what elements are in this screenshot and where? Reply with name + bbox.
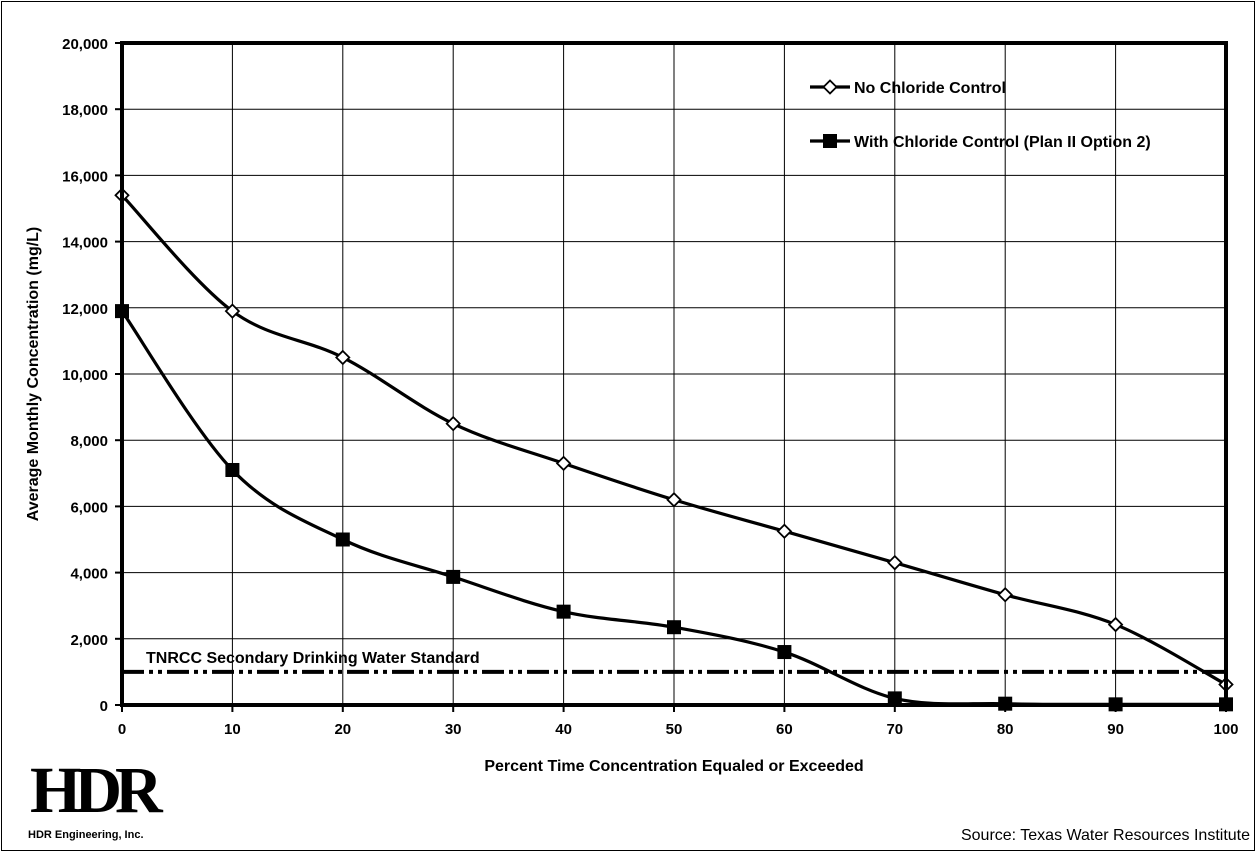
legend-item: With Chloride Control (Plan II Option 2) [810,134,1151,151]
hdr-logo: HDR [30,754,171,827]
data-point [1107,616,1124,633]
data-point [777,645,792,660]
company-name: HDR Engineering, Inc. [28,829,144,841]
x-tick-label: 20 [334,721,351,738]
x-tick-label: 10 [224,721,241,738]
x-tick-label: 70 [886,721,903,738]
source-note: Source: Texas Water Resources Institute [961,827,1250,844]
data-point [997,587,1013,603]
data-point [667,620,681,635]
legend: No Chloride Control With Chloride Control… [810,79,1151,151]
data-point [887,691,902,706]
y-tick-label: 6,000 [70,499,108,516]
y-tick-label: 8,000 [70,433,108,450]
legend-label: No Chloride Control [854,80,1006,97]
series-group [114,187,1234,693]
hdr-logo-mark: HDR [30,754,164,827]
data-point [335,349,351,366]
x-tick-label: 30 [445,721,462,738]
reference-line-label: TNRCC Secondary Drinking Water Standard [146,650,480,667]
y-tick-label: 16,000 [62,168,108,185]
x-tick-label: 90 [1107,721,1124,738]
x-axis-ticks: 0 10 20 30 40 50 60 70 80 90 100 [118,705,1239,738]
x-tick-label: 50 [666,721,683,738]
y-tick-label: 14,000 [62,235,108,252]
y-tick-label: 12,000 [62,301,108,318]
data-point [225,462,240,477]
x-axis-title: Percent Time Concentration Equaled or Ex… [484,758,863,775]
y-axis-ticks: 0 2,000 4,000 6,000 8,000 10,000 12,000 14,000 1… [62,36,122,715]
data-point [446,569,461,584]
y-tick-label: 20,000 [62,36,108,53]
x-tick-label: 60 [776,721,793,738]
y-tick-label: 10,000 [62,367,108,384]
y-tick-label: 4,000 [70,566,108,583]
data-point [776,523,793,539]
y-tick-label: 2,000 [70,632,108,649]
data-point [887,554,903,571]
data-point [555,455,572,472]
y-axis-title: Average Monthly Concentration (mg/L) [25,227,42,522]
data-point [224,303,241,319]
legend-label: With Chloride Control (Plan II Option 2) [854,134,1151,151]
data-point [666,492,682,508]
x-tick-label: 0 [118,721,126,738]
x-tick-label: 80 [997,721,1014,738]
x-tick-label: 100 [1213,721,1238,738]
y-tick-label: 0 [100,698,108,715]
reference-line-group: TNRCC Secondary Drinking Water Standard [122,650,1226,674]
y-tick-label: 18,000 [62,102,108,119]
data-point [556,604,571,619]
legend-marker [823,134,837,148]
legend-marker [822,79,838,95]
data-point [445,415,461,432]
x-tick-label: 40 [555,721,572,738]
legend-item: No Chloride Control [810,79,1006,97]
data-point [335,532,350,547]
